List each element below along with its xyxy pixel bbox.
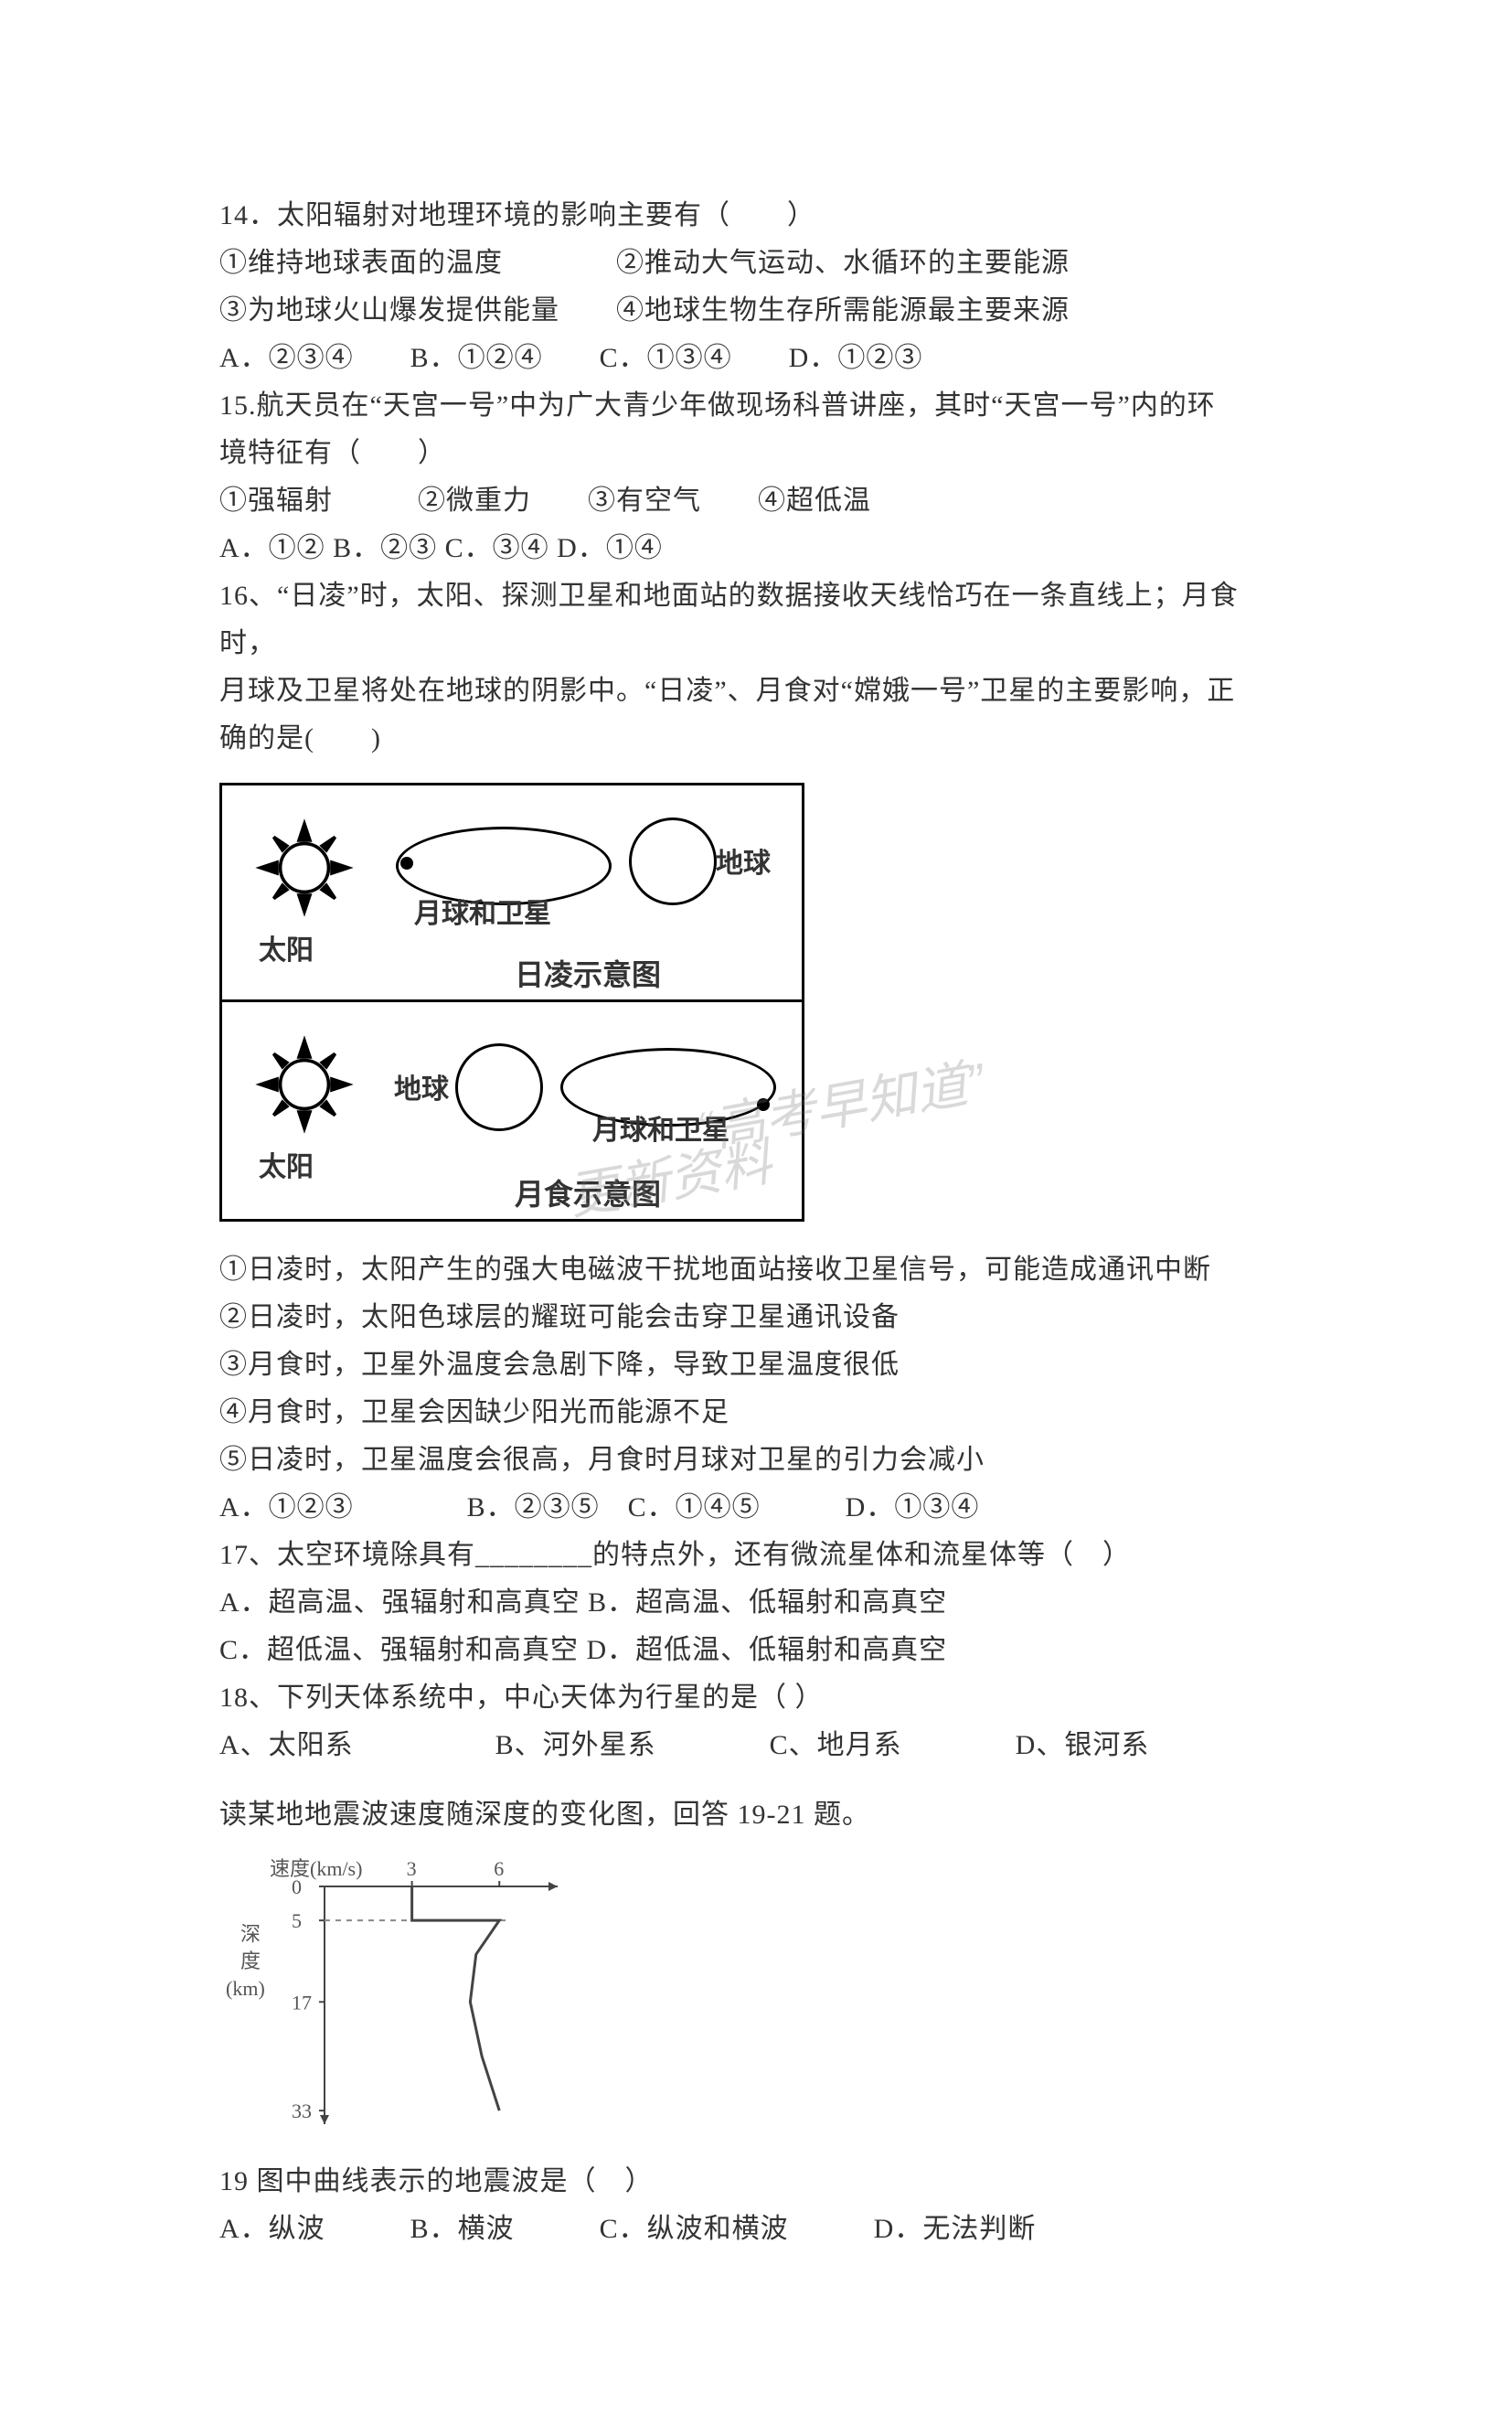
- svg-text:度: 度: [240, 1950, 261, 1972]
- q15-opts: ①强辐射 ②微重力 ③有空气 ④超低温: [219, 477, 1293, 525]
- svg-text:5: 5: [292, 1909, 302, 1932]
- earth-top: [629, 817, 717, 905]
- earth-bottom: [455, 1043, 543, 1131]
- q16-s4: ④月食时，卫星会因缺少阳光而能源不足: [219, 1389, 1293, 1437]
- q15-stem-line1: 15.航天员在“天宫一号”中为广大青少年做现场科普讲座，其时“天宫一号”内的环: [219, 382, 1293, 430]
- q14-stem: 14．太阳辐射对地理环境的影响主要有（ ）: [219, 192, 1293, 240]
- q18-choices: A、太阳系 B、河外星系 C、地月系 D、银河系: [219, 1722, 1293, 1769]
- q17-line-b: C．超低温、强辐射和高真空 D．超低温、低辐射和高真空: [219, 1627, 1293, 1674]
- seismic-wave-chart: 速度(km/s) 3 6 0 5 17 33 深度 (km): [219, 1850, 585, 2147]
- sun-label-top: 太阳: [259, 927, 314, 967]
- q16-s5: ⑤日凌时，卫星温度会很高，月食时月球对卫星的引力会减小: [219, 1437, 1293, 1484]
- q15-choices: A．①② B．②③ C．③④ D．①④: [219, 525, 1293, 572]
- satellite-dot-bottom: [757, 1098, 770, 1111]
- q16-stem-line1: 16、“日凌”时，太阳、探测卫星和地面站的数据接收天线恰巧在一条直线上；月食时，: [219, 572, 1293, 668]
- q16-stem-line3: 确的是( ): [219, 715, 1293, 763]
- sun-label-bottom: 太阳: [259, 1144, 314, 1184]
- caption-top: 日凌示意图: [515, 952, 661, 994]
- diagram-yueshi: 太阳 地球 月球和卫星 月食示意图: [219, 1002, 804, 1222]
- svg-text:0: 0: [292, 1875, 302, 1898]
- earth-label-top: 地球: [716, 840, 771, 881]
- q19-choices: A．纵波 B．横波 C．纵波和横波 D．无法判断: [219, 2206, 1293, 2253]
- orbit-label-top: 月球和卫星: [414, 891, 551, 931]
- q18-stem: 18、下列天体系统中，中心天体为行星的是（ ）: [219, 1674, 1293, 1722]
- sun-icon-bottom: [250, 1030, 359, 1139]
- q19-stem: 19 图中曲线表示的地震波是（ ）: [219, 2158, 1293, 2206]
- q16-diagram: 太阳 月球和卫星 地球 日凌示意图: [219, 783, 804, 1222]
- q17-stem: 17、太空环境除具有________的特点外，还有微流星体和流星体等（ ）: [219, 1532, 1293, 1579]
- sun-icon: [250, 813, 359, 923]
- svg-text:33: 33: [292, 2099, 312, 2122]
- q14-opt-line1: ①维持地球表面的温度 ②推动大气运动、水循环的主要能源: [219, 240, 1293, 287]
- q16-s3: ③月食时，卫星外温度会急剧下降，导致卫星温度很低: [219, 1341, 1293, 1389]
- q17-line-a: A．超高温、强辐射和高真空 B．超高温、低辐射和高真空: [219, 1579, 1293, 1627]
- earth-label-bottom: 地球: [394, 1066, 449, 1106]
- svg-text:速度(km/s): 速度(km/s): [270, 1857, 362, 1880]
- satellite-dot-top: [400, 857, 413, 870]
- q16-stem-line2: 月球及卫星将处在地球的阴影中。“日凌”、月食对“嫦娥一号”卫星的主要影响，正: [219, 668, 1293, 715]
- q15-stem-line2: 境特征有（ ）: [219, 430, 1293, 477]
- q16-s1: ①日凌时，太阳产生的强大电磁波干扰地面站接收卫星信号，可能造成通讯中断: [219, 1246, 1293, 1294]
- diagram-riling: 太阳 月球和卫星 地球 日凌示意图: [219, 783, 804, 1002]
- q16-choices: A．①②③ B．②③⑤ C．①④⑤ D．①③④: [219, 1484, 1293, 1532]
- q16-s2: ②日凌时，太阳色球层的耀斑可能会击穿卫星通讯设备: [219, 1294, 1293, 1341]
- caption-bottom: 月食示意图: [515, 1171, 661, 1213]
- svg-text:深: 深: [240, 1922, 261, 1945]
- svg-text:6: 6: [494, 1857, 504, 1880]
- svg-text:17: 17: [292, 1991, 312, 2014]
- svg-text:3: 3: [407, 1857, 417, 1880]
- orbit-label-bottom: 月球和卫星: [592, 1107, 729, 1148]
- intro-19-21: 读某地地震波速度随深度的变化图，回答 19-21 题。: [219, 1791, 1293, 1839]
- q14-choices: A．②③④ B．①②④ C．①③④ D．①②③: [219, 335, 1293, 382]
- svg-text:(km): (km): [226, 1977, 265, 2000]
- q14-opt-line2: ③为地球火山爆发提供能量 ④地球生物生存所需能源最主要来源: [219, 287, 1293, 335]
